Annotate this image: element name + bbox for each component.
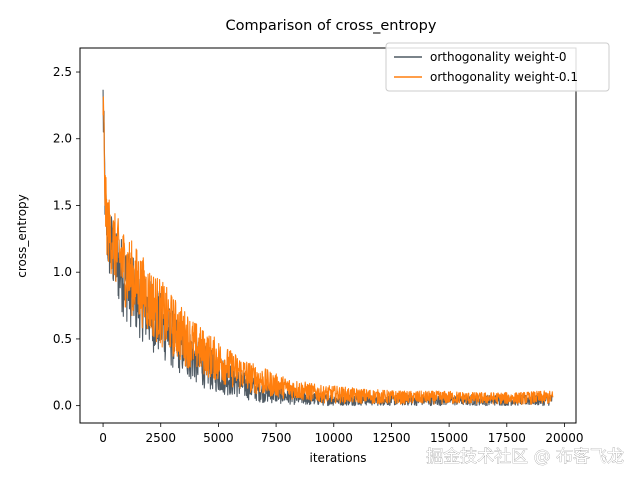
y-tick-label-5: 2.5 (53, 65, 72, 79)
series-line-1 (102, 96, 554, 405)
x-tick-label-1: 2500 (145, 431, 176, 445)
y-tick-label-1: 0.5 (53, 332, 72, 346)
legend-box (385, 42, 610, 92)
plot-area (102, 89, 554, 407)
y-tick-label-4: 2.0 (53, 132, 72, 146)
x-axis-title: iterations (310, 451, 367, 465)
legend: orthogonality weight-0 orthogonality weig… (385, 42, 610, 92)
x-tick-label-3: 7500 (261, 431, 292, 445)
x-tick-label-5: 12500 (372, 431, 410, 445)
x-tick-label-6: 15000 (430, 431, 468, 445)
plot-frame (79, 47, 577, 424)
series-line-0 (102, 89, 554, 407)
y-axis-title: cross_entropy (15, 194, 29, 278)
x-tick-label-7: 17500 (488, 431, 526, 445)
axes: 0 2500 5000 7500 10000 12500 15000 17500 20000 0.… (53, 65, 584, 445)
watermark-text: 掘金技术社区 @ 布客飞龙 (426, 447, 624, 467)
x-tick-label-8: 20000 (545, 431, 583, 445)
x-tick-label-0: 0 (99, 431, 107, 445)
chart-title: Comparison of cross_entropy (226, 18, 437, 34)
y-tick-label-2: 1.0 (53, 265, 72, 279)
x-tick-label-2: 5000 (203, 431, 234, 445)
legend-label-0: orthogonality weight-0 (430, 50, 567, 64)
y-tick-label-3: 1.5 (53, 198, 72, 212)
legend-label-1: orthogonality weight-0.1 (430, 70, 578, 84)
y-tick-label-0: 0.0 (53, 399, 72, 413)
x-tick-label-4: 10000 (315, 431, 353, 445)
